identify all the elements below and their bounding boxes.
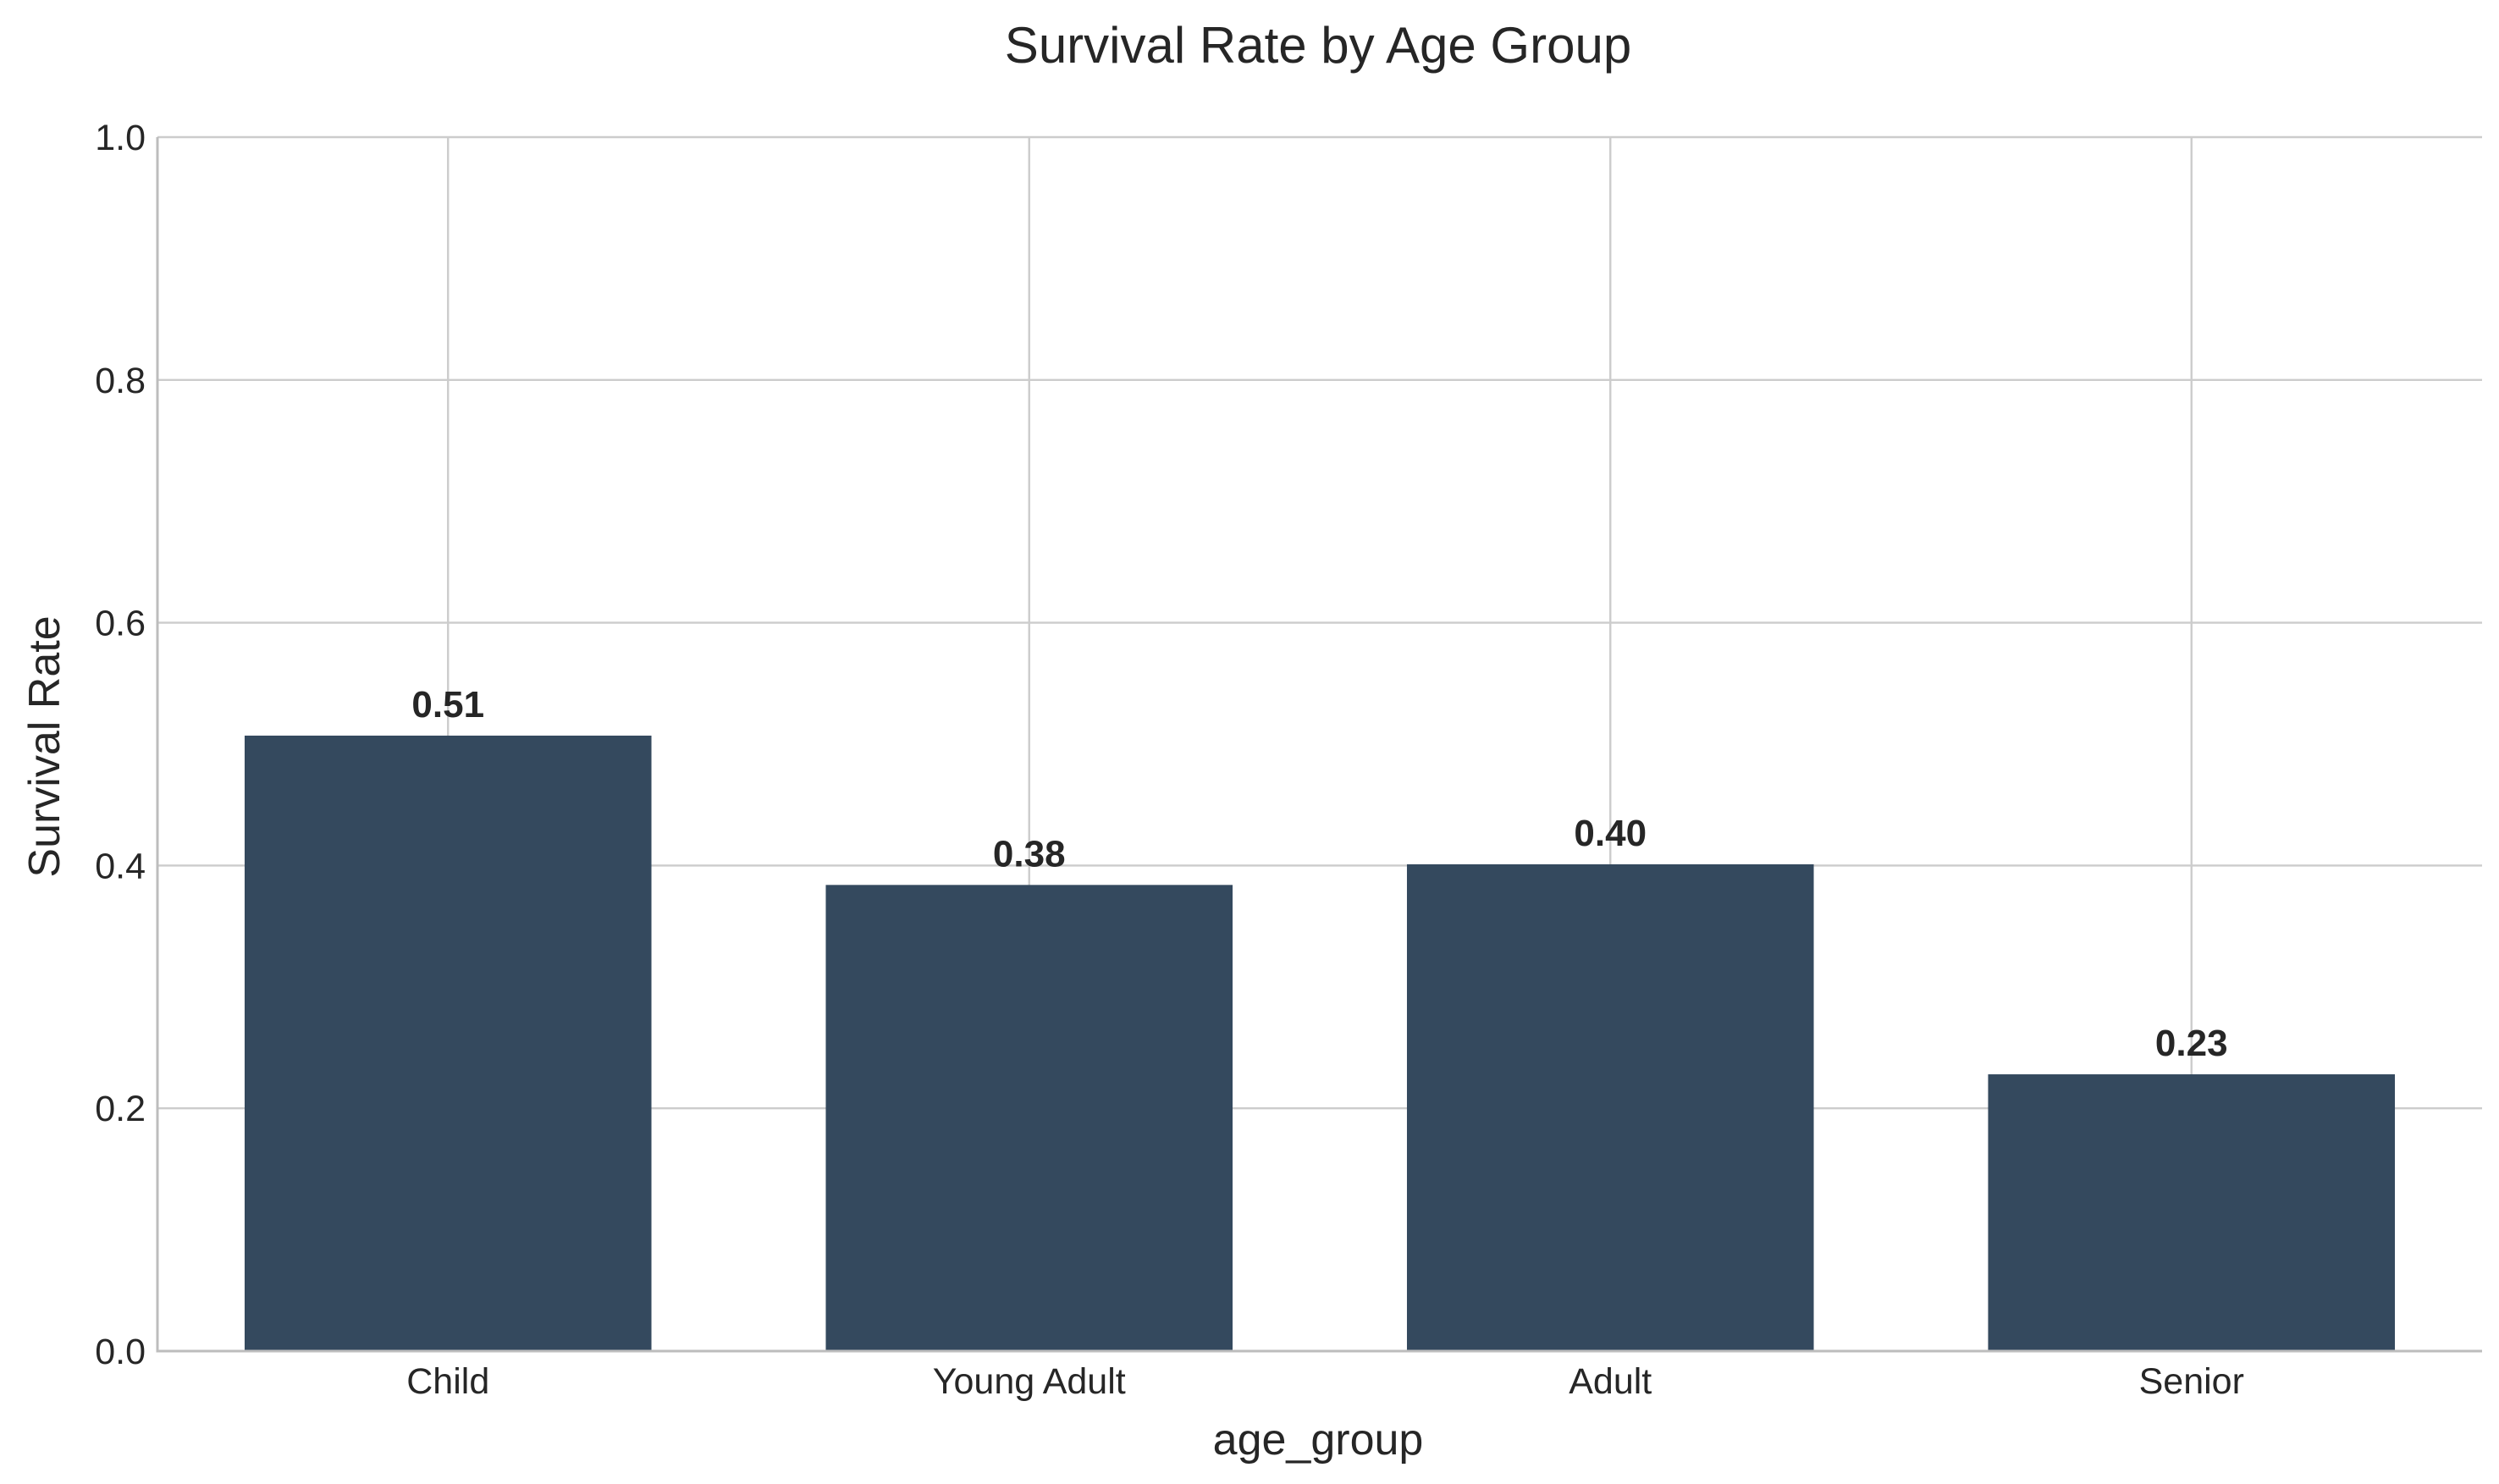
bar — [1988, 1074, 2396, 1351]
bar — [825, 885, 1233, 1351]
y-tick-label: 0.8 — [95, 361, 146, 401]
chart-title: Survival Rate by Age Group — [1005, 17, 1631, 74]
axis-ticks: 0.0 0.2 0.4 0.6 0.8 1.0 Child Young Adult Adult S… — [95, 118, 2244, 1402]
axes-spines — [156, 137, 2482, 1353]
y-tick-label: 0.0 — [95, 1332, 146, 1372]
bar-value-labels: 0.51 0.38 0.40 0.23 — [411, 684, 2227, 1064]
x-tick-label: Senior — [2139, 1361, 2244, 1402]
bar — [1406, 863, 1814, 1351]
bar-value-label: 0.23 — [2155, 1023, 2228, 1064]
x-tick-label: Child — [406, 1361, 489, 1402]
bar-value-label: 0.40 — [1574, 813, 1647, 854]
bar-value-label: 0.38 — [993, 833, 1066, 874]
y-axis-label: Survival Rate — [20, 615, 69, 877]
bars — [244, 735, 2396, 1351]
x-tick-label: Adult — [1569, 1361, 1652, 1402]
bar-value-label: 0.51 — [411, 684, 484, 725]
x-axis-label: age_group — [1213, 1415, 1424, 1465]
y-tick-label: 1.0 — [95, 118, 146, 158]
bar — [244, 735, 652, 1351]
x-tick-label: Young Adult — [933, 1361, 1126, 1402]
y-tick-label: 0.4 — [95, 846, 146, 886]
y-tick-label: 0.2 — [95, 1089, 146, 1129]
y-tick-label: 0.6 — [95, 604, 146, 644]
